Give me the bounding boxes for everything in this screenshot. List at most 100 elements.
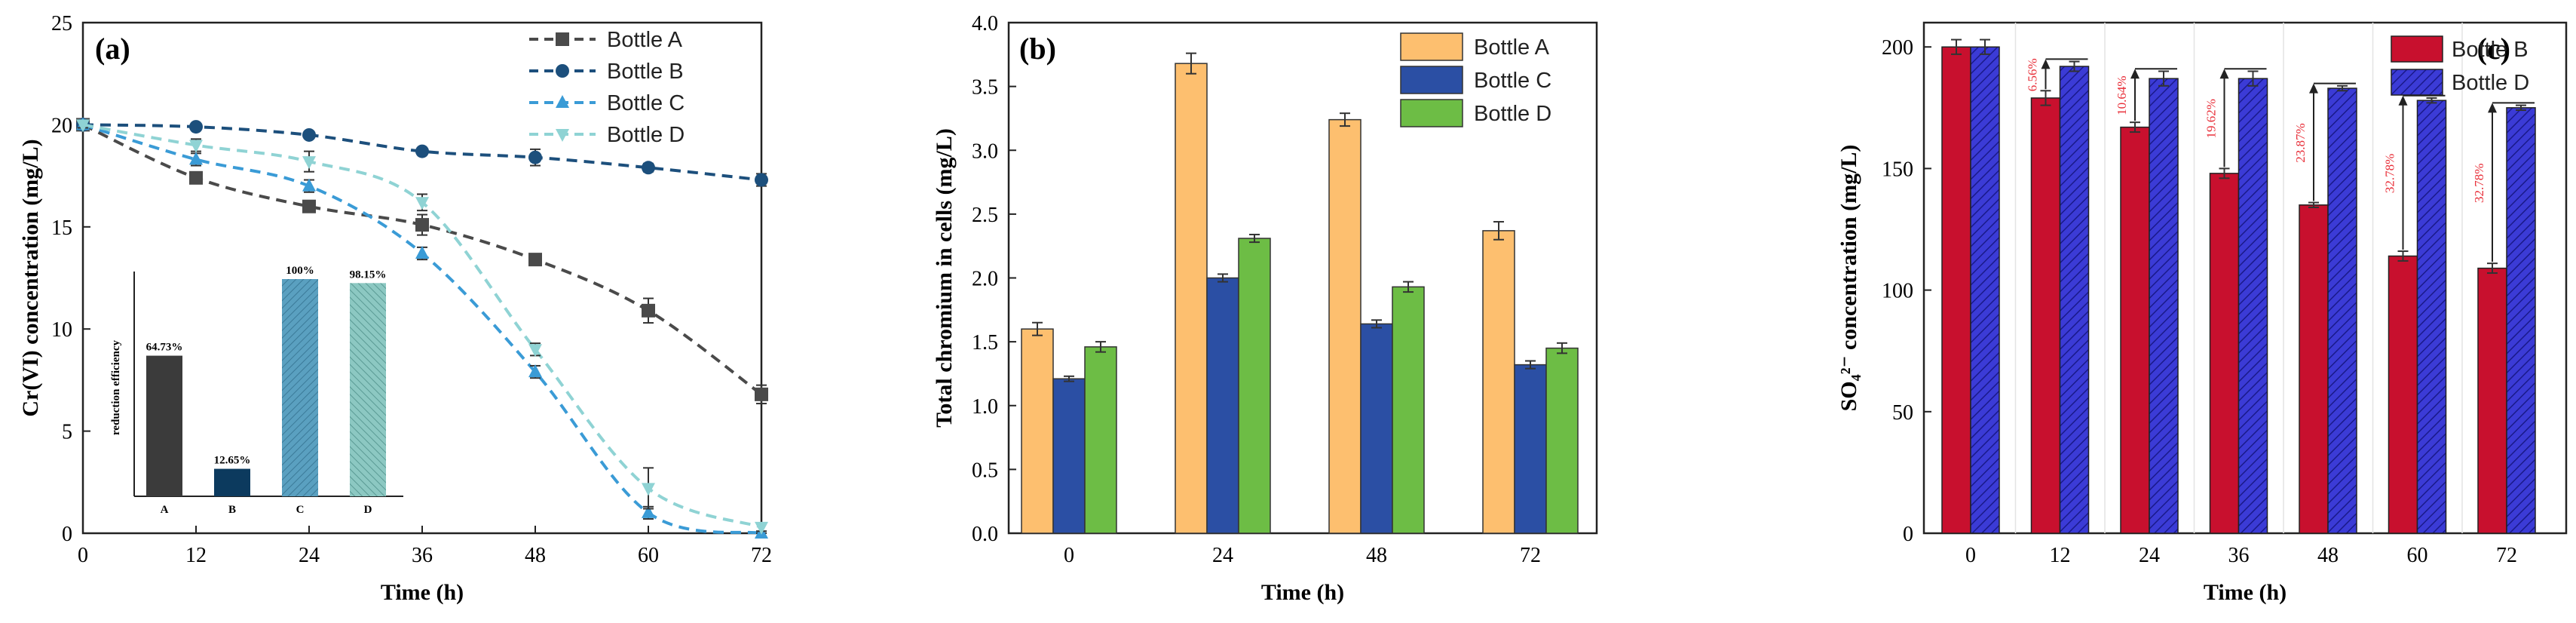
x-tick-label: 60 [638,544,659,567]
arrow-head [2309,83,2318,94]
bar [2477,267,2507,534]
bar [1052,378,1086,534]
data-point [642,505,655,518]
x-tick-label: 72 [751,544,772,567]
inset-category-label: D [364,504,372,516]
bar [1482,230,1515,534]
legend-marker [556,95,569,108]
panel-label: (c) [2477,32,2510,66]
bar [2209,173,2240,534]
inset-bar-value: 12.65% [214,455,251,467]
panel-label: (b) [1019,32,1056,66]
arrow-head [2488,103,2497,113]
bar [2120,126,2150,534]
bar [1970,46,2000,534]
bar [1084,346,1117,534]
legend-label: Bottle D [2452,71,2529,95]
series-line [82,123,762,535]
series-bottle-d [1084,233,1579,534]
inset-bar-value: 100% [286,265,314,277]
x-tick-label: 24 [1212,544,1233,567]
x-tick-label: 12 [185,544,207,567]
bar [1514,364,1547,534]
bar [1206,277,1239,534]
data-point [189,140,203,153]
data-point [415,144,429,158]
x-tick-label: 36 [412,544,433,567]
x-tick-label: 24 [2139,544,2160,567]
legend-marker [556,129,569,142]
panel-c-sulfate-bar-chart: 0 50 100 150 200 0 12 24 36 48 60 72 Time (h) SO₄²⁻ c… [1836,21,2568,605]
legend-swatch [1400,66,1463,94]
data-point [189,152,203,165]
y-tick-label: 3.0 [972,140,998,163]
bar [2327,87,2357,534]
y-tick-label: 2.5 [972,204,998,227]
y-tick-label: 3.5 [972,76,998,100]
x-tick-label: 12 [2050,544,2071,567]
x-tick-label: 72 [1520,544,1541,567]
legend-label: Bottle C [1474,69,1551,93]
bar [2388,255,2418,534]
y-tick-label: 4.0 [972,12,998,35]
data-point [755,521,768,535]
legend-swatch [1400,99,1463,127]
bar [2299,204,2329,534]
bar [2059,66,2090,534]
difference-percent-label: 32.78% [2383,154,2397,193]
y-axis-label: Total chromium in cells (mg/L) [932,128,957,428]
series-line [82,123,762,529]
legend: Bottle A Bottle B Bottle C Bottle D [529,28,685,147]
data-point [755,387,768,401]
arrow-head [2219,69,2229,79]
legend-marker [556,64,569,78]
legend: Bottle A Bottle C Bottle D [1400,32,1551,127]
inset-bar-value: 64.73% [146,342,183,354]
data-point [528,344,542,358]
panel-label: (a) [95,32,130,66]
x-tick-label: 60 [2407,544,2428,567]
series-bottle-d [1970,38,2536,534]
legend-label: Bottle A [607,28,683,52]
data-point [302,178,316,192]
difference-percent-label: 32.78% [2472,164,2486,203]
legend-swatch [2391,35,2443,63]
legend-label: Bottle C [607,91,685,115]
arrow-head [2398,95,2408,106]
x-tick-label: 48 [525,544,546,567]
x-tick-label: 48 [2317,544,2339,567]
y-tick-label: 1.0 [972,395,998,419]
inset-bar [146,355,182,496]
data-point [302,199,316,213]
data-point [528,364,542,378]
data-point [415,197,429,210]
panel-a-cr-vi-line-chart: 0 12 24 36 48 60 72 0 5 10 15 20 25 Time (h) Cr(VI) co… [18,12,772,605]
series-bottle-c [1052,273,1547,534]
inset-bar-chart: reduction efficiency 64.73% A 12.65% B 100% C 9… [110,265,403,516]
bar [2238,78,2268,534]
legend-swatch [2391,69,2443,96]
y-tick-label: 1.5 [972,331,998,354]
arrow-head [2041,59,2051,69]
y-tick-label: 15 [51,216,72,240]
inset-bar-value: 98.15% [350,269,387,281]
x-tick-label: 72 [2496,544,2517,567]
legend-marker [556,32,569,46]
x-axis-label: Time (h) [381,580,464,605]
bar [1238,238,1271,534]
series-bottle-a [1021,52,1515,534]
x-axis-label: Time (h) [1261,580,1344,605]
legend-label: Bottle A [1474,35,1550,60]
bar [1021,328,1054,534]
arrow-head [2130,69,2140,79]
data-point [189,120,203,134]
series-bottle-a [76,118,768,405]
data-point [642,161,655,175]
inset-category-label: A [161,504,169,516]
data-point [415,246,429,259]
bar [1175,63,1208,534]
bar [2416,100,2447,534]
y-tick-label: 20 [51,114,72,137]
x-tick-label: 24 [299,544,320,567]
difference-percent-label: 10.64% [2115,76,2129,115]
